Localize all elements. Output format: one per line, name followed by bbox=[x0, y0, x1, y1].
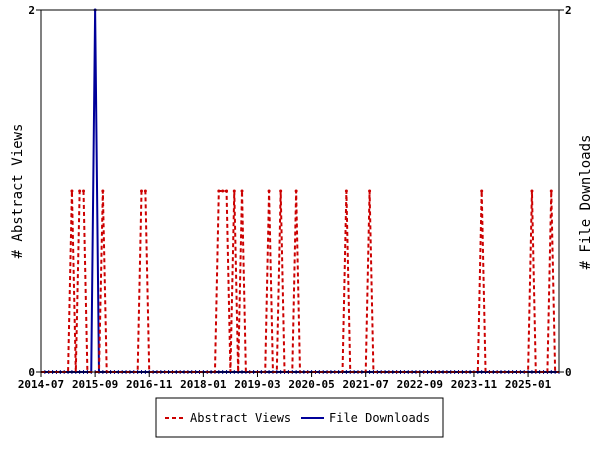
data-point-abstract-views bbox=[344, 189, 348, 193]
y-right-tick-label: 0 bbox=[565, 366, 572, 379]
data-point-abstract-views bbox=[101, 189, 105, 193]
data-point-abstract-views bbox=[217, 189, 221, 193]
data-point-abstract-views bbox=[480, 189, 484, 193]
x-tick-label: 2014-07 bbox=[18, 378, 64, 391]
data-point-abstract-views bbox=[78, 189, 82, 193]
data-point-abstract-views bbox=[267, 189, 271, 193]
data-point-abstract-views bbox=[232, 189, 236, 193]
data-point-abstract-views bbox=[70, 189, 74, 193]
data-point-abstract-views bbox=[82, 189, 86, 193]
data-point-abstract-views bbox=[530, 189, 534, 193]
data-point-abstract-views bbox=[279, 189, 283, 193]
data-point-abstract-views bbox=[549, 189, 553, 193]
x-tick-label: 2021-07 bbox=[343, 378, 389, 391]
data-point-abstract-views bbox=[240, 189, 244, 193]
data-point-abstract-views bbox=[225, 189, 229, 193]
y-axis-right-title: # File Downloads bbox=[578, 135, 594, 270]
x-tick-label: 2025-01 bbox=[505, 378, 552, 391]
x-tick-label: 2015-09 bbox=[72, 378, 118, 391]
series-line-abstract-views bbox=[41, 190, 559, 373]
y-axis-left-title: # Abstract Views bbox=[10, 124, 26, 259]
x-tick-label: 2018-01 bbox=[180, 378, 227, 391]
series-layer bbox=[41, 8, 559, 373]
data-point-abstract-views bbox=[294, 189, 298, 193]
data-point-abstract-views bbox=[221, 189, 225, 193]
x-tick-label: 2020-05 bbox=[288, 378, 334, 391]
x-tick-label: 2016-11 bbox=[126, 378, 173, 391]
y-left-tick-label: 0 bbox=[28, 366, 35, 379]
legend-label-abstract-views: Abstract Views bbox=[190, 411, 291, 425]
data-point-abstract-views bbox=[140, 189, 144, 193]
plot-frame bbox=[40, 9, 560, 373]
y-right-tick-label: 2 bbox=[565, 4, 572, 17]
data-point-abstract-views bbox=[143, 189, 147, 193]
legend-box bbox=[155, 397, 444, 438]
x-tick-label: 2023-11 bbox=[451, 378, 498, 391]
legend-label-file-downloads: File Downloads bbox=[329, 411, 430, 425]
legend: Abstract Views File Downloads bbox=[155, 397, 444, 438]
x-tick-label: 2022-09 bbox=[397, 378, 443, 391]
x-tick-label: 2019-03 bbox=[234, 378, 280, 391]
y-axis-ticks: 0 2 0 2 bbox=[28, 4, 571, 379]
x-axis-ticks: 2014-07 2015-09 2016-11 2018-01 2019-03 2020-… bbox=[18, 372, 552, 391]
y-left-tick-label: 2 bbox=[28, 4, 35, 17]
data-point-abstract-views bbox=[368, 189, 372, 193]
